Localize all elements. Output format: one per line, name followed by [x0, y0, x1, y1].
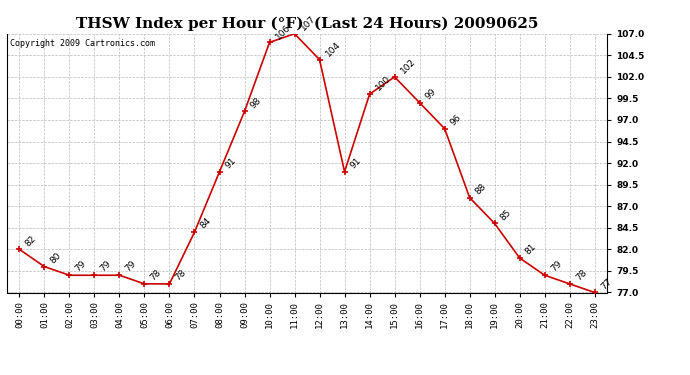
Text: 85: 85 — [499, 208, 513, 222]
Text: 102: 102 — [399, 57, 417, 75]
Text: 91: 91 — [224, 156, 238, 170]
Text: 78: 78 — [574, 268, 589, 282]
Text: 88: 88 — [474, 182, 489, 196]
Text: 79: 79 — [124, 260, 138, 274]
Text: 81: 81 — [524, 242, 538, 256]
Text: 82: 82 — [23, 234, 38, 248]
Text: 104: 104 — [324, 40, 342, 58]
Title: THSW Index per Hour (°F)  (Last 24 Hours) 20090625: THSW Index per Hour (°F) (Last 24 Hours)… — [76, 17, 538, 31]
Text: 80: 80 — [48, 251, 63, 265]
Text: 78: 78 — [174, 268, 188, 282]
Text: 106: 106 — [274, 22, 293, 41]
Text: 79: 79 — [99, 260, 113, 274]
Text: 96: 96 — [448, 113, 463, 127]
Text: 99: 99 — [424, 87, 438, 101]
Text: 107: 107 — [299, 14, 317, 32]
Text: 100: 100 — [374, 74, 393, 93]
Text: 79: 79 — [74, 260, 88, 274]
Text: 91: 91 — [348, 156, 363, 170]
Text: 84: 84 — [199, 216, 213, 231]
Text: 78: 78 — [148, 268, 163, 282]
Text: 77: 77 — [599, 277, 613, 291]
Text: Copyright 2009 Cartronics.com: Copyright 2009 Cartronics.com — [10, 39, 155, 48]
Text: 98: 98 — [248, 96, 263, 110]
Text: 79: 79 — [549, 260, 563, 274]
